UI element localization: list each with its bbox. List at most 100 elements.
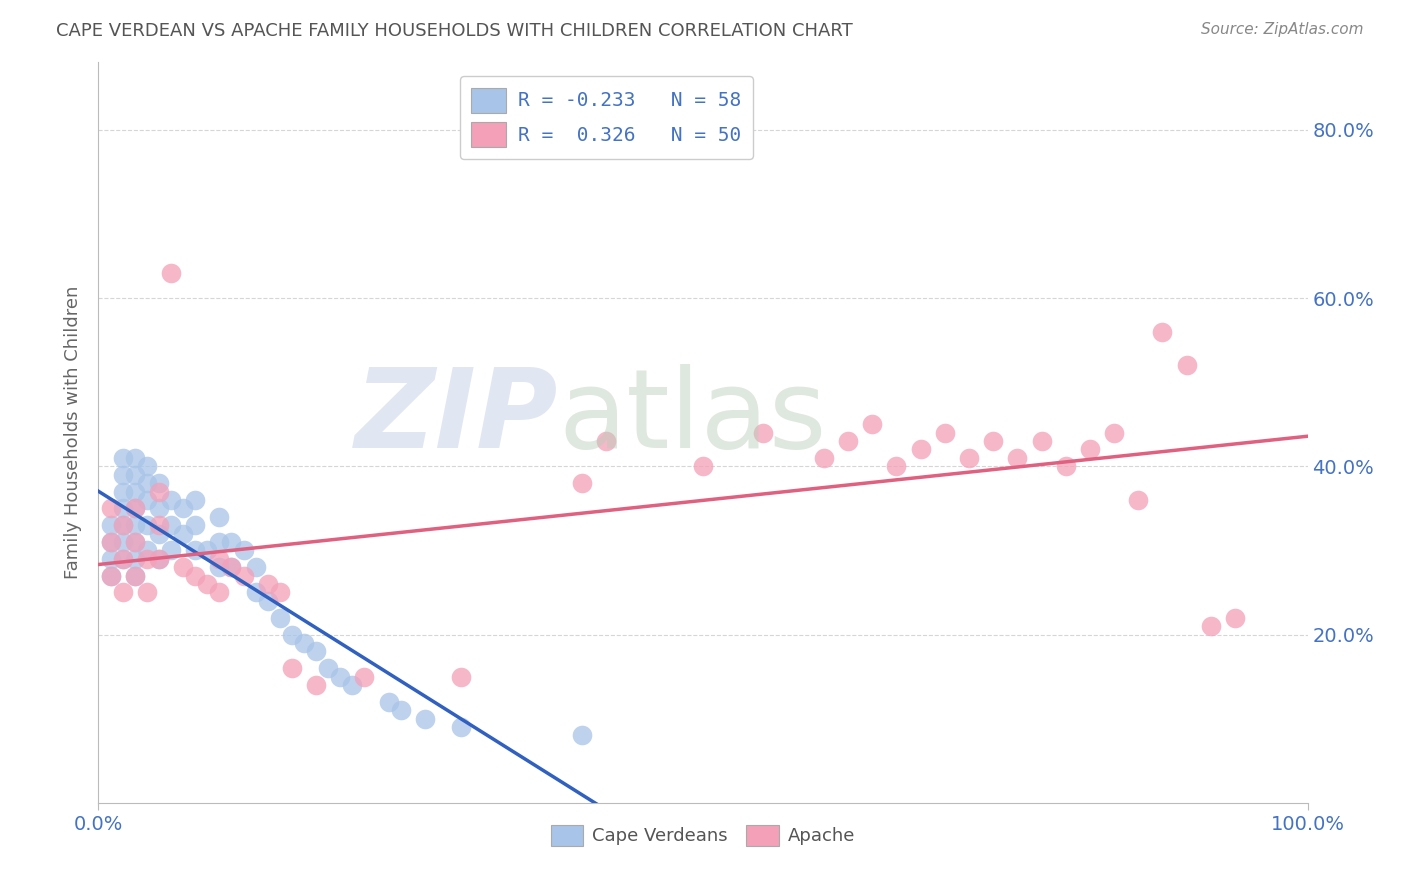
Point bbox=[1128, 492, 1150, 507]
Point bbox=[148, 518, 170, 533]
Point bbox=[316, 661, 339, 675]
Point bbox=[269, 610, 291, 624]
Point bbox=[450, 720, 472, 734]
Point bbox=[135, 518, 157, 533]
Point bbox=[981, 434, 1004, 448]
Point bbox=[184, 568, 207, 582]
Point bbox=[124, 501, 146, 516]
Point bbox=[135, 459, 157, 474]
Point bbox=[208, 509, 231, 524]
Point bbox=[837, 434, 859, 448]
Point bbox=[256, 577, 278, 591]
Point bbox=[329, 670, 352, 684]
Point bbox=[124, 484, 146, 499]
Point bbox=[148, 551, 170, 566]
Point bbox=[910, 442, 932, 457]
Point bbox=[111, 585, 134, 599]
Point bbox=[124, 535, 146, 549]
Point bbox=[172, 560, 194, 574]
Point bbox=[124, 518, 146, 533]
Legend: Cape Verdeans, Apache: Cape Verdeans, Apache bbox=[544, 818, 862, 853]
Point bbox=[208, 585, 231, 599]
Point bbox=[100, 551, 122, 566]
Point bbox=[1152, 325, 1174, 339]
Point bbox=[111, 518, 134, 533]
Point bbox=[256, 594, 278, 608]
Point bbox=[692, 459, 714, 474]
Point bbox=[305, 644, 328, 658]
Point bbox=[342, 678, 364, 692]
Point bbox=[124, 568, 146, 582]
Point bbox=[208, 560, 231, 574]
Point bbox=[100, 568, 122, 582]
Point bbox=[281, 627, 304, 641]
Point bbox=[377, 695, 399, 709]
Point bbox=[1199, 619, 1222, 633]
Text: atlas: atlas bbox=[558, 364, 827, 471]
Point bbox=[111, 518, 134, 533]
Point bbox=[160, 518, 183, 533]
Point bbox=[111, 467, 134, 482]
Point bbox=[124, 450, 146, 465]
Point bbox=[148, 476, 170, 491]
Point bbox=[135, 476, 157, 491]
Point bbox=[160, 492, 183, 507]
Point bbox=[413, 712, 436, 726]
Point bbox=[111, 501, 134, 516]
Point bbox=[135, 543, 157, 558]
Point bbox=[111, 484, 134, 499]
Point bbox=[100, 518, 122, 533]
Y-axis label: Family Households with Children: Family Households with Children bbox=[65, 286, 83, 579]
Point bbox=[1054, 459, 1077, 474]
Point bbox=[172, 501, 194, 516]
Point bbox=[450, 670, 472, 684]
Point bbox=[232, 543, 254, 558]
Point bbox=[752, 425, 775, 440]
Point bbox=[281, 661, 304, 675]
Point bbox=[1031, 434, 1053, 448]
Point bbox=[124, 501, 146, 516]
Point bbox=[124, 535, 146, 549]
Point bbox=[353, 670, 375, 684]
Point bbox=[860, 417, 883, 432]
Point bbox=[389, 703, 412, 717]
Point bbox=[195, 543, 218, 558]
Point bbox=[208, 551, 231, 566]
Point bbox=[1102, 425, 1125, 440]
Point bbox=[221, 535, 243, 549]
Point bbox=[124, 551, 146, 566]
Point bbox=[934, 425, 956, 440]
Point bbox=[184, 518, 207, 533]
Point bbox=[111, 450, 134, 465]
Point bbox=[595, 434, 617, 448]
Point bbox=[1223, 610, 1246, 624]
Point bbox=[184, 492, 207, 507]
Text: CAPE VERDEAN VS APACHE FAMILY HOUSEHOLDS WITH CHILDREN CORRELATION CHART: CAPE VERDEAN VS APACHE FAMILY HOUSEHOLDS… bbox=[56, 22, 853, 40]
Point bbox=[232, 568, 254, 582]
Point bbox=[571, 729, 593, 743]
Text: ZIP: ZIP bbox=[354, 364, 558, 471]
Point bbox=[100, 568, 122, 582]
Point bbox=[305, 678, 328, 692]
Point bbox=[813, 450, 835, 465]
Point bbox=[160, 266, 183, 280]
Point bbox=[1007, 450, 1029, 465]
Point bbox=[571, 476, 593, 491]
Point bbox=[135, 492, 157, 507]
Point bbox=[221, 560, 243, 574]
Text: Source: ZipAtlas.com: Source: ZipAtlas.com bbox=[1201, 22, 1364, 37]
Point bbox=[160, 543, 183, 558]
Point bbox=[269, 585, 291, 599]
Point bbox=[148, 501, 170, 516]
Point bbox=[184, 543, 207, 558]
Point bbox=[1078, 442, 1101, 457]
Point bbox=[124, 467, 146, 482]
Point bbox=[111, 535, 134, 549]
Point bbox=[148, 484, 170, 499]
Point bbox=[957, 450, 980, 465]
Point bbox=[124, 568, 146, 582]
Point bbox=[245, 585, 267, 599]
Point bbox=[195, 577, 218, 591]
Point bbox=[100, 535, 122, 549]
Point bbox=[100, 535, 122, 549]
